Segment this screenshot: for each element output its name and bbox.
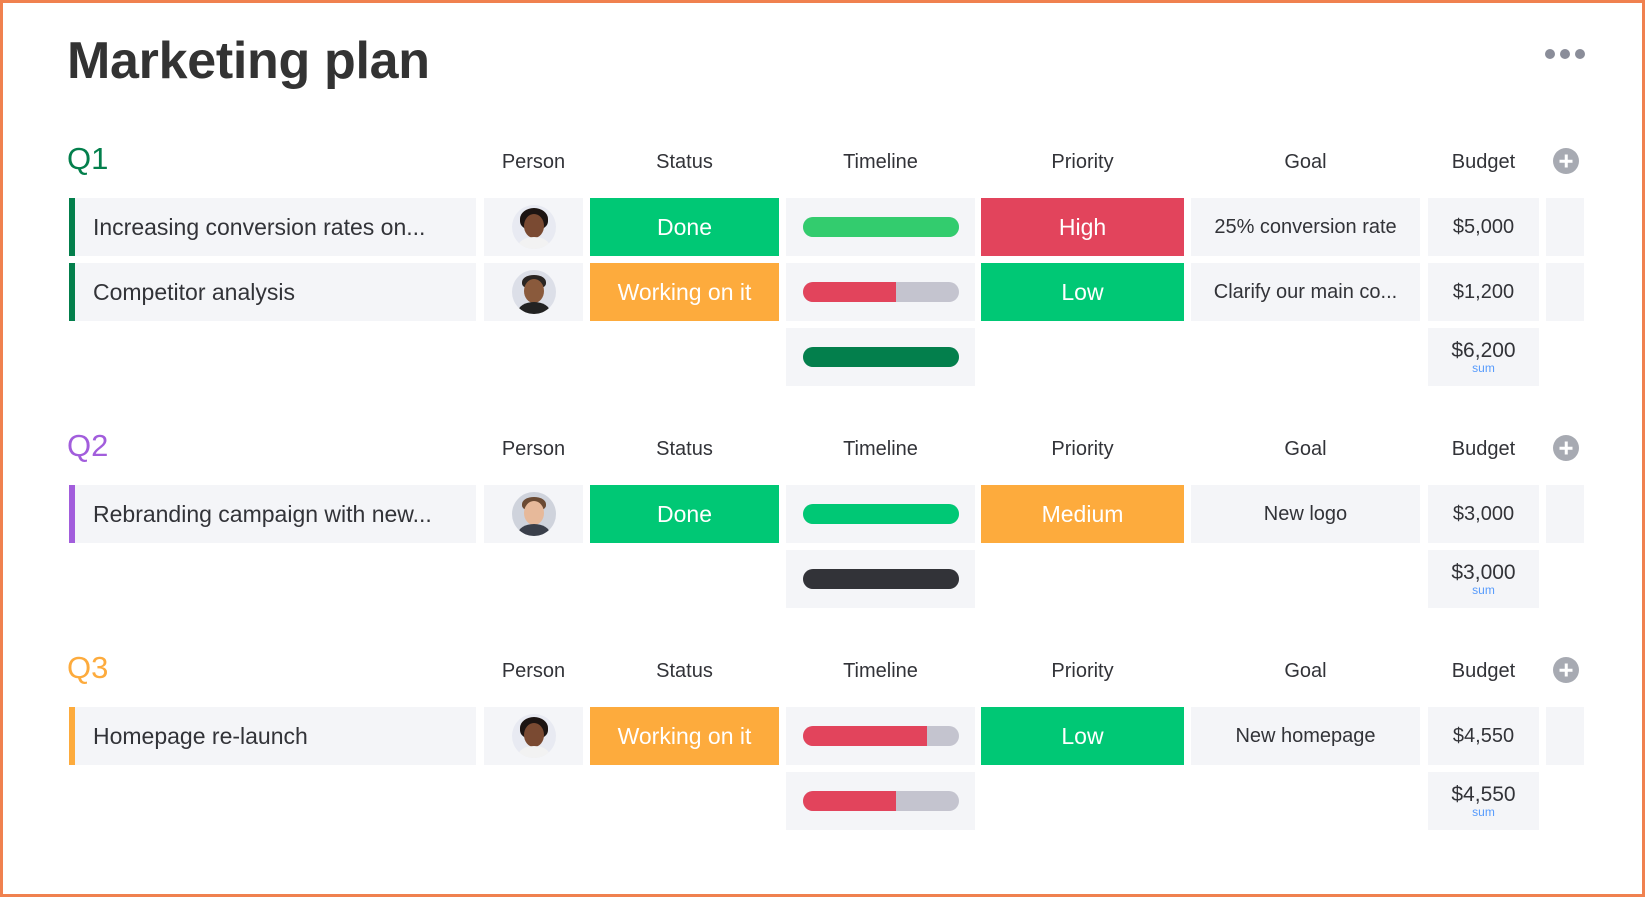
table-row[interactable]: Increasing conversion rates on... Done H…	[3, 198, 1645, 256]
add-column-icon[interactable]	[1553, 657, 1579, 683]
avatar	[511, 492, 556, 536]
budget-sum-value: $6,200	[1451, 338, 1516, 362]
timeline-cell[interactable]	[786, 198, 975, 256]
goal-cell[interactable]: 25% conversion rate	[1191, 198, 1420, 256]
goal-cell[interactable]: New logo	[1191, 485, 1420, 543]
timeline-cell[interactable]	[786, 707, 975, 765]
column-header-budget[interactable]: Budget	[1451, 660, 1516, 682]
status-cell[interactable]: Done	[590, 198, 779, 256]
table-row[interactable]: Homepage re-launch Working on it Low New…	[3, 707, 1645, 765]
budget-sum-value: $4,550	[1451, 782, 1516, 806]
group-color-bar	[69, 485, 75, 543]
timeline-bar	[802, 217, 959, 237]
column-header-priority[interactable]: Priority	[1051, 151, 1114, 173]
avatar	[511, 714, 556, 758]
person-cell[interactable]	[484, 263, 583, 321]
column-header-priority[interactable]: Priority	[1051, 660, 1114, 682]
budget-summary: $3,000 sum	[1428, 550, 1539, 608]
priority-cell[interactable]: High	[981, 198, 1184, 256]
column-header-timeline[interactable]: Timeline	[843, 438, 918, 460]
empty-cell[interactable]	[1546, 198, 1584, 256]
add-column-icon[interactable]	[1553, 435, 1579, 461]
budget-summary: $6,200 sum	[1428, 328, 1539, 386]
group-color-bar	[69, 198, 75, 256]
group-title[interactable]: Q2	[67, 428, 109, 463]
person-cell[interactable]	[484, 198, 583, 256]
column-header-person[interactable]: Person	[501, 438, 566, 460]
column-header-person[interactable]: Person	[501, 151, 566, 173]
timeline-summary	[786, 328, 975, 386]
priority-cell[interactable]: Low	[981, 263, 1184, 321]
column-header-status[interactable]: Status	[656, 660, 713, 682]
avatar	[511, 270, 556, 314]
timeline-bar	[802, 504, 959, 524]
timeline-bar	[802, 282, 959, 302]
column-header-budget[interactable]: Budget	[1451, 438, 1516, 460]
status-cell[interactable]: Working on it	[590, 263, 779, 321]
column-header-goal[interactable]: Goal	[1284, 151, 1327, 173]
more-horizontal-icon[interactable]	[1545, 49, 1585, 59]
item-name[interactable]: Rebranding campaign with new...	[69, 485, 476, 543]
group-title[interactable]: Q1	[67, 141, 109, 176]
budget-sum-label: sum	[1472, 582, 1495, 597]
timeline-bar	[802, 726, 959, 746]
budget-cell[interactable]: $4,550	[1428, 707, 1539, 765]
priority-cell[interactable]: Low	[981, 707, 1184, 765]
timeline-cell[interactable]	[786, 263, 975, 321]
empty-cell[interactable]	[1546, 707, 1584, 765]
timeline-bar	[802, 791, 959, 811]
item-name[interactable]: Increasing conversion rates on...	[69, 198, 476, 256]
status-cell[interactable]: Done	[590, 485, 779, 543]
column-header-status[interactable]: Status	[656, 151, 713, 173]
column-header-goal[interactable]: Goal	[1284, 660, 1327, 682]
budget-cell[interactable]: $5,000	[1428, 198, 1539, 256]
timeline-bar	[802, 347, 959, 367]
timeline-summary	[786, 772, 975, 830]
status-cell[interactable]: Working on it	[590, 707, 779, 765]
goal-cell[interactable]: New homepage	[1191, 707, 1420, 765]
budget-sum-label: sum	[1472, 360, 1495, 375]
more-dot	[1575, 49, 1585, 59]
budget-sum-value: $3,000	[1451, 560, 1516, 584]
column-header-person[interactable]: Person	[501, 660, 566, 682]
column-header-timeline[interactable]: Timeline	[843, 660, 918, 682]
timeline-bar	[802, 569, 959, 589]
add-column-icon[interactable]	[1553, 148, 1579, 174]
avatar	[511, 205, 556, 249]
more-dot	[1560, 49, 1570, 59]
table-row[interactable]: Competitor analysis Working on it Low Cl…	[3, 263, 1645, 321]
table-row[interactable]: Rebranding campaign with new... Done Med…	[3, 485, 1645, 543]
timeline-summary	[786, 550, 975, 608]
person-cell[interactable]	[484, 707, 583, 765]
column-header-status[interactable]: Status	[656, 438, 713, 460]
timeline-cell[interactable]	[786, 485, 975, 543]
column-header-budget[interactable]: Budget	[1451, 151, 1516, 173]
goal-cell[interactable]: Clarify our main co...	[1191, 263, 1420, 321]
column-header-priority[interactable]: Priority	[1051, 438, 1114, 460]
empty-cell[interactable]	[1546, 485, 1584, 543]
empty-cell[interactable]	[1546, 263, 1584, 321]
person-cell[interactable]	[484, 485, 583, 543]
budget-summary: $4,550 sum	[1428, 772, 1539, 830]
priority-cell[interactable]: Medium	[981, 485, 1184, 543]
budget-cell[interactable]: $3,000	[1428, 485, 1539, 543]
item-name[interactable]: Competitor analysis	[69, 263, 476, 321]
group-color-bar	[69, 263, 75, 321]
column-header-timeline[interactable]: Timeline	[843, 151, 918, 173]
budget-cell[interactable]: $1,200	[1428, 263, 1539, 321]
budget-sum-label: sum	[1472, 804, 1495, 819]
page-title: Marketing plan	[67, 32, 430, 90]
more-dot	[1545, 49, 1555, 59]
item-name[interactable]: Homepage re-launch	[69, 707, 476, 765]
group-title[interactable]: Q3	[67, 650, 109, 685]
group-color-bar	[69, 707, 75, 765]
column-header-goal[interactable]: Goal	[1284, 438, 1327, 460]
